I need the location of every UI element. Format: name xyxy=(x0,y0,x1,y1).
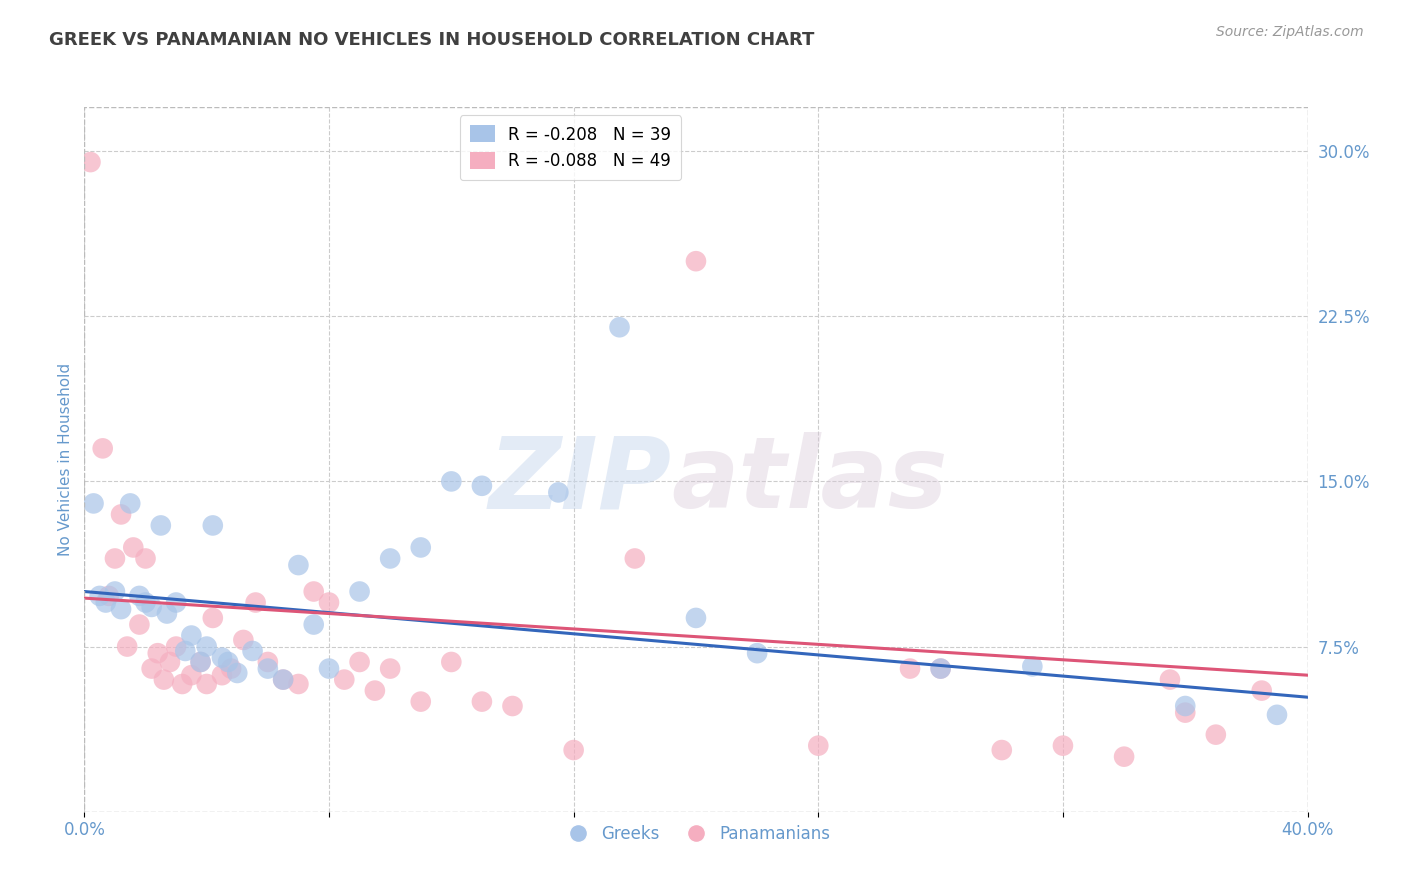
Point xyxy=(502,699,524,714)
Point xyxy=(271,673,294,687)
Point xyxy=(287,677,309,691)
Point xyxy=(349,584,371,599)
Point xyxy=(440,655,463,669)
Point xyxy=(287,558,309,573)
Point xyxy=(135,551,157,566)
Point xyxy=(110,602,132,616)
Text: atlas: atlas xyxy=(672,432,948,529)
Point xyxy=(211,650,233,665)
Point xyxy=(159,655,181,669)
Point xyxy=(609,320,631,334)
Point xyxy=(141,662,163,676)
Point xyxy=(232,632,254,647)
Point xyxy=(807,739,830,753)
Point xyxy=(79,155,101,169)
Point xyxy=(217,655,239,669)
Point xyxy=(547,485,569,500)
Point xyxy=(226,665,249,680)
Point xyxy=(471,695,494,709)
Point xyxy=(440,475,463,489)
Point xyxy=(180,668,202,682)
Point xyxy=(1114,749,1136,764)
Point xyxy=(104,551,127,566)
Point xyxy=(257,662,280,676)
Point xyxy=(97,589,120,603)
Point xyxy=(110,508,132,522)
Point xyxy=(104,584,127,599)
Point xyxy=(1174,706,1197,720)
Point xyxy=(120,496,142,510)
Point xyxy=(174,644,197,658)
Point xyxy=(165,595,187,609)
Point xyxy=(349,655,371,669)
Point xyxy=(245,595,267,609)
Point xyxy=(364,683,387,698)
Text: ZIP: ZIP xyxy=(488,432,672,529)
Point xyxy=(156,607,179,621)
Point xyxy=(153,673,176,687)
Point xyxy=(271,673,294,687)
Point xyxy=(201,518,224,533)
Text: GREEK VS PANAMANIAN NO VEHICLES IN HOUSEHOLD CORRELATION CHART: GREEK VS PANAMANIAN NO VEHICLES IN HOUSE… xyxy=(49,31,814,49)
Text: Source: ZipAtlas.com: Source: ZipAtlas.com xyxy=(1216,25,1364,39)
Point xyxy=(409,541,432,555)
Point xyxy=(1021,659,1043,673)
Point xyxy=(318,595,340,609)
Point xyxy=(380,551,402,566)
Point xyxy=(122,541,145,555)
Point xyxy=(128,617,150,632)
Point xyxy=(146,646,169,660)
Point xyxy=(195,640,218,654)
Point xyxy=(89,589,111,603)
Point xyxy=(929,662,952,676)
Point xyxy=(685,254,707,268)
Point xyxy=(242,644,264,658)
Point xyxy=(380,662,402,676)
Point xyxy=(195,677,218,691)
Point xyxy=(257,655,280,669)
Point xyxy=(211,668,233,682)
Point xyxy=(91,442,114,456)
Point xyxy=(1205,728,1227,742)
Point xyxy=(115,640,138,654)
Point xyxy=(318,662,340,676)
Point xyxy=(898,662,921,676)
Point xyxy=(83,496,105,510)
Point xyxy=(409,695,432,709)
Point xyxy=(135,595,157,609)
Y-axis label: No Vehicles in Household: No Vehicles in Household xyxy=(58,363,73,556)
Legend: Greeks, Panamanians: Greeks, Panamanians xyxy=(554,818,838,849)
Point xyxy=(1250,683,1272,698)
Point xyxy=(141,599,163,614)
Point xyxy=(302,617,325,632)
Point xyxy=(1174,699,1197,714)
Point xyxy=(190,655,212,669)
Point xyxy=(219,662,242,676)
Point xyxy=(562,743,585,757)
Point xyxy=(128,589,150,603)
Point xyxy=(1159,673,1181,687)
Point xyxy=(302,584,325,599)
Point xyxy=(172,677,194,691)
Point xyxy=(624,551,647,566)
Point xyxy=(747,646,769,660)
Point xyxy=(149,518,172,533)
Point xyxy=(471,479,494,493)
Point xyxy=(190,655,212,669)
Point xyxy=(180,628,202,642)
Point xyxy=(333,673,356,687)
Point xyxy=(991,743,1014,757)
Point xyxy=(685,611,707,625)
Point xyxy=(929,662,952,676)
Point xyxy=(201,611,224,625)
Point xyxy=(165,640,187,654)
Point xyxy=(1052,739,1074,753)
Point xyxy=(1265,707,1288,722)
Point xyxy=(94,595,117,609)
